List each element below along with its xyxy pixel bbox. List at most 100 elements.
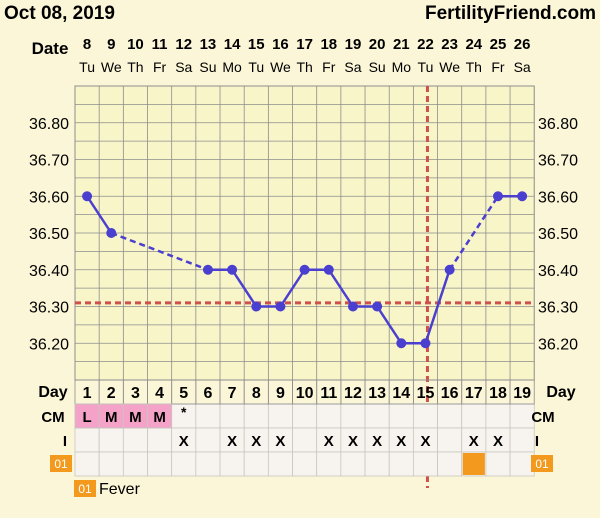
temp-point[interactable] — [202, 264, 213, 275]
y-tick-left: 36.70 — [29, 153, 69, 170]
temp-point[interactable] — [227, 264, 238, 275]
table-cell — [147, 427, 173, 453]
table-cell — [171, 451, 197, 477]
weekday-label: Tu — [79, 59, 95, 75]
cycle-day-label: 6 — [203, 385, 212, 402]
table-cell — [485, 451, 511, 477]
i-row-label-right: I — [535, 433, 539, 450]
temp-point[interactable] — [106, 228, 117, 238]
date-label: 23 — [441, 36, 458, 53]
date-label: 25 — [490, 36, 507, 53]
cycle-day-label: 14 — [392, 385, 410, 402]
date-label: 20 — [369, 36, 386, 53]
cm-value: L — [82, 409, 91, 426]
temp-line-gap — [448, 195, 500, 271]
temp-line-gap — [110, 231, 209, 271]
date-label: 9 — [107, 36, 115, 53]
temp-line — [86, 195, 113, 234]
cycle-day-label: 12 — [344, 385, 362, 402]
weekday-label: Th — [466, 59, 482, 75]
table-cell — [292, 451, 318, 477]
day-cell — [509, 379, 535, 405]
table-cell — [243, 451, 269, 477]
temp-point[interactable] — [275, 301, 286, 312]
table-cell — [316, 427, 342, 453]
weekday-label: Su — [199, 59, 216, 75]
cm-highlight-cell — [122, 403, 148, 429]
cycle-day-label: 2 — [107, 385, 116, 402]
temp-point[interactable] — [492, 191, 503, 202]
temp-point[interactable] — [372, 301, 383, 312]
temp-point[interactable] — [323, 264, 334, 275]
table-cell — [98, 427, 124, 453]
cycle-day-label: 4 — [155, 385, 164, 402]
temp-point[interactable] — [251, 301, 262, 312]
weekday-label: Sa — [344, 59, 361, 75]
temp-line — [279, 269, 306, 308]
date-label: 19 — [345, 36, 362, 53]
table-cell — [267, 451, 293, 477]
intercourse-mark: X — [493, 433, 503, 450]
legend-text: Fever — [99, 481, 141, 498]
code-box-right-label: 01 — [535, 457, 549, 471]
table-cell — [316, 451, 342, 477]
code-box-left-label: 01 — [54, 457, 68, 471]
table-cell — [98, 451, 124, 477]
weekday-label: Th — [296, 59, 312, 75]
temp-point[interactable] — [444, 264, 455, 275]
legend-code: 01 — [78, 482, 92, 496]
table-cell — [340, 451, 366, 477]
date-label: 18 — [320, 36, 337, 53]
weekday-label: Tu — [418, 59, 434, 75]
temp-point[interactable] — [420, 338, 431, 349]
weekday-label: Th — [127, 59, 143, 75]
table-cell — [388, 451, 414, 477]
weekday-label: We — [101, 59, 122, 75]
code-box-right — [531, 455, 553, 472]
table-cell — [364, 451, 390, 477]
table-cell — [195, 451, 221, 477]
code-box-left — [50, 455, 72, 472]
cm-value: * — [181, 404, 187, 420]
table-cell — [364, 427, 390, 453]
table-cell — [122, 451, 148, 477]
cycle-day-label: 16 — [441, 385, 459, 402]
temp-point[interactable] — [82, 191, 93, 202]
table-cell — [243, 403, 269, 429]
table-cell — [509, 451, 535, 477]
temp-point[interactable] — [299, 264, 310, 275]
table-cell — [195, 427, 221, 453]
temp-point[interactable] — [396, 338, 407, 349]
temp-point[interactable] — [517, 191, 528, 202]
table-cell — [171, 427, 197, 453]
cm-value: M — [153, 409, 166, 426]
weekday-label: Fr — [491, 59, 505, 75]
table-cell — [461, 427, 487, 453]
date-label: 12 — [175, 36, 192, 53]
table-cell — [195, 403, 221, 429]
header-date: Oct 08, 2019 — [4, 3, 115, 24]
fever-marker[interactable] — [462, 453, 485, 475]
table-cell — [437, 451, 463, 477]
intercourse-mark: X — [348, 433, 358, 450]
table-cell — [388, 403, 414, 429]
temp-point[interactable] — [347, 301, 358, 312]
table-cell — [437, 403, 463, 429]
table-cell — [74, 427, 100, 453]
i-row-label: I — [63, 433, 67, 450]
cycle-day-label: 13 — [368, 385, 386, 402]
date-label: 16 — [272, 36, 289, 53]
cycle-day-label: 1 — [83, 385, 92, 402]
table-cell — [122, 427, 148, 453]
table-cell — [485, 427, 511, 453]
weekday-label: Mo — [222, 59, 242, 75]
cycle-day-label: 10 — [296, 385, 314, 402]
y-tick-left: 36.80 — [29, 116, 69, 133]
cm-highlight-cell — [147, 403, 173, 429]
table-cell — [509, 427, 535, 453]
weekday-label: Su — [369, 59, 386, 75]
weekday-label: Tu — [248, 59, 264, 75]
cycle-day-label: 17 — [465, 385, 483, 402]
